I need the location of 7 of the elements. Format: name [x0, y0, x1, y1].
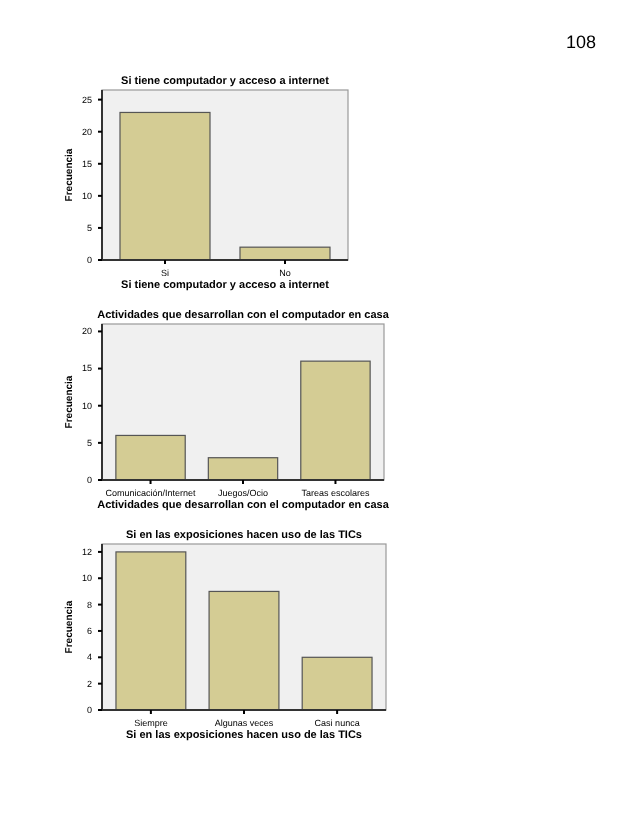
bar: [207, 457, 279, 481]
bar: [115, 551, 187, 711]
bar: [300, 360, 371, 481]
text: 108: [565, 32, 596, 52]
bar: [208, 590, 280, 711]
bar: [115, 434, 186, 481]
bar: [301, 656, 373, 711]
